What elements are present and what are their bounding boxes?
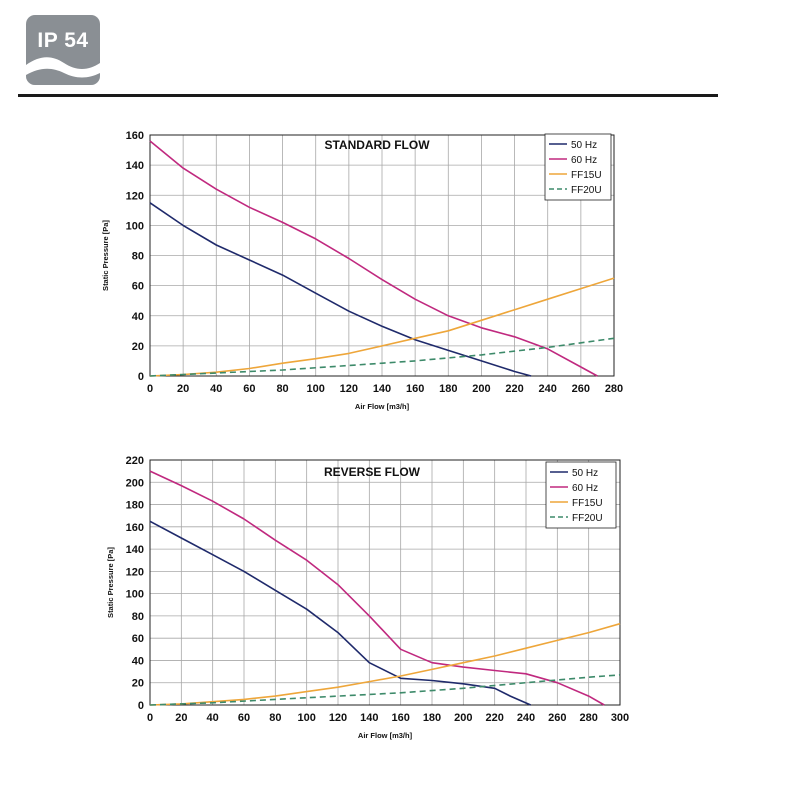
legend-label: FF20U [572,513,603,524]
chart-title: REVERSE FLOW [324,465,421,479]
y-tick-label: 100 [126,589,144,601]
legend-label: 60 Hz [571,155,597,166]
series-line-ff20u [149,337,615,377]
x-tick-label: 200 [472,383,490,395]
series-line-50-hz [149,520,532,706]
legend-label: 60 Hz [572,483,598,494]
y-axis-label: Static Pressure [Pa] [106,547,115,618]
x-tick-label: 0 [147,712,153,724]
legend-label: 50 Hz [571,140,597,151]
x-tick-label: 100 [307,383,325,395]
legend-box [545,461,617,529]
x-axis-label: Air Flow [m3/h] [355,402,410,411]
standard-flow-svg: 0 20 40 60 80 100 120 140 160 180 200 220 240 260 280 0… [101,130,623,411]
reverse-flow-svg: 0 20 40 60 80 100 120 140 160 180 200 220 240 260 280 3… [106,455,629,740]
y-axis-label: Static Pressure [Pa] [101,220,110,291]
y-tick-label: 120 [126,566,144,578]
x-tick-label: 140 [360,712,378,724]
y-tick-label: 80 [132,611,144,623]
series-line-50-hz [149,202,532,377]
series-line-ff15u [149,277,615,377]
x-tick-label: 120 [340,383,358,395]
x-tick-label: 60 [238,712,250,724]
standard-flow-chart: 0 20 40 60 80 100 120 140 160 180 200 220 240 260 280 0… [0,120,800,430]
x-tick-label: 40 [210,383,222,395]
y-tick-label: 200 [126,477,144,489]
chart-title: STANDARD FLOW [324,138,430,152]
plot-frame [149,134,615,377]
legend: 50 Hz 60 Hz FF15U FF20U [545,461,617,529]
y-tick-label: 20 [132,678,144,690]
y-tick-label: 180 [126,500,144,512]
reverse-flow-chart: 0 20 40 60 80 100 120 140 160 180 200 220 240 260 280 3… [0,450,800,755]
plot-area: 0 20 40 60 80 100 120 140 160 180 200 220 240 260 280 0… [101,130,623,411]
x-tick-label: 80 [269,712,281,724]
y-tick-label: 40 [132,311,144,323]
x-tick-label: 180 [423,712,441,724]
x-tick-label: 160 [391,712,409,724]
y-tick-label: 0 [138,371,144,383]
y-tick-label: 160 [126,522,144,534]
legend-label: 50 Hz [572,468,598,479]
x-tick-label: 0 [147,383,153,395]
y-tick-label: 140 [126,160,144,172]
x-tick-label: 20 [175,712,187,724]
y-tick-label: 40 [132,655,144,667]
x-tick-label: 80 [276,383,288,395]
series-line-ff20u [149,674,621,706]
y-tick-label: 80 [132,251,144,263]
legend-box [544,133,612,201]
x-tick-label: 280 [605,383,623,395]
x-tick-label: 240 [539,383,557,395]
y-tick-label: 0 [138,700,144,712]
legend-label: FF15U [571,170,602,181]
x-tick-label: 180 [439,383,457,395]
plot-frame [149,459,621,706]
y-tick-label: 100 [126,220,144,232]
x-tick-label: 120 [329,712,347,724]
legend-label: FF20U [571,185,602,196]
x-tick-label: 20 [177,383,189,395]
y-tick-label: 60 [132,281,144,293]
y-tick-label: 160 [126,130,144,142]
x-tick-label: 40 [207,712,219,724]
x-tick-label: 220 [505,383,523,395]
y-tick-label: 120 [126,190,144,202]
x-tick-label: 200 [454,712,472,724]
x-tick-label: 260 [548,712,566,724]
y-tick-label: 20 [132,341,144,353]
x-tick-label: 280 [579,712,597,724]
y-tick-label: 60 [132,633,144,645]
series-line-ff15u [149,622,621,706]
x-tick-label: 220 [485,712,503,724]
x-tick-label: 160 [406,383,424,395]
x-tick-label: 100 [297,712,315,724]
y-tick-label: 140 [126,544,144,556]
plot-area: 0 20 40 60 80 100 120 140 160 180 200 220 240 260 280 3… [106,455,629,740]
x-tick-label: 240 [517,712,535,724]
legend-label: FF15U [572,498,603,509]
legend: 50 Hz 60 Hz FF15U FF20U [544,133,612,201]
x-tick-label: 260 [572,383,590,395]
ip54-badge: IP 54 [26,15,100,85]
x-axis-label: Air Flow [m3/h] [358,731,413,740]
x-tick-label: 140 [373,383,391,395]
header-rule [18,94,718,97]
badge-label: IP 54 [37,29,89,52]
x-tick-label: 300 [611,712,629,724]
series-line-60-hz [149,140,598,377]
y-tick-label: 220 [126,455,144,467]
wave-icon [26,57,100,85]
x-tick-label: 60 [243,383,255,395]
series-line-60-hz [149,470,605,706]
